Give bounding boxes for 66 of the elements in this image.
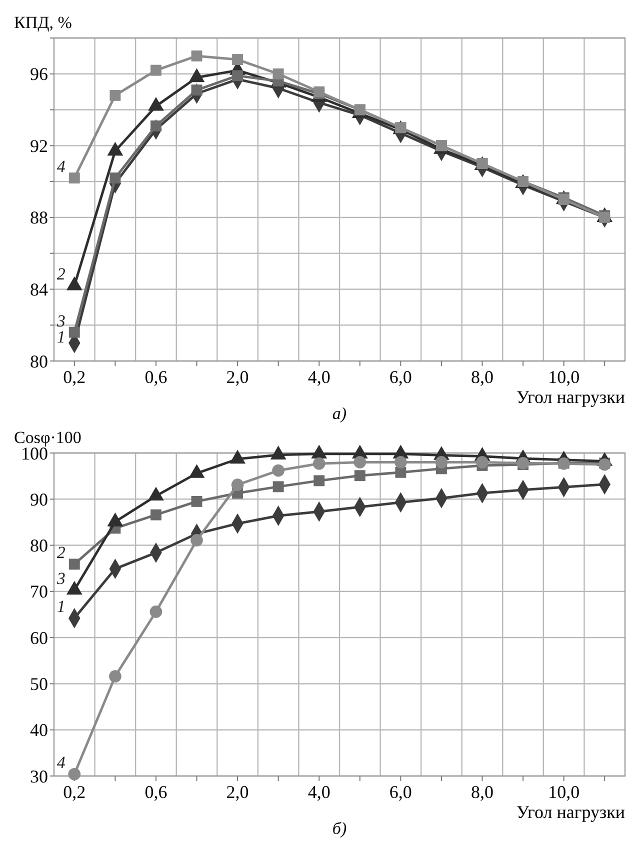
x-tick-label: 8,0: [471, 782, 494, 802]
point: [110, 90, 121, 101]
y-tick-label: 80: [30, 536, 48, 556]
y-tick-label: 90: [30, 489, 48, 510]
point: [191, 50, 202, 62]
point: [476, 456, 488, 468]
x-tick-label: 4,0: [308, 367, 330, 387]
x-tick-label: 6,0: [389, 367, 412, 387]
point: [68, 326, 80, 338]
y-axis-title: Cosφ·100: [14, 428, 82, 447]
point: [232, 70, 244, 82]
y-tick-label: 70: [30, 582, 48, 602]
x-tick-label: 0,2: [63, 782, 86, 802]
point: [68, 768, 81, 780]
y-tick-label: 30: [30, 766, 48, 786]
series-label: 2: [56, 543, 66, 562]
point: [435, 456, 448, 468]
x-axis-title: Угол нагрузки: [516, 387, 626, 407]
series-label: 4: [56, 156, 66, 176]
x-tick-label: 0,2: [63, 367, 86, 387]
x-tick-label: 0,6: [144, 782, 168, 802]
y-tick-label: 88: [30, 208, 48, 228]
point: [394, 456, 407, 468]
point: [150, 509, 162, 520]
point: [68, 558, 80, 570]
point: [150, 64, 162, 76]
series-label: 1: [56, 597, 66, 616]
y-tick-label: 84: [30, 280, 48, 300]
series-label: 4: [56, 753, 66, 772]
y-tick-label: 80: [30, 351, 48, 372]
point: [354, 456, 366, 468]
point: [272, 464, 284, 477]
x-tick-label: 6,0: [389, 782, 412, 802]
x-axis-title: Угол нагрузки: [516, 802, 626, 822]
y-tick-label: 92: [30, 136, 48, 156]
point: [150, 606, 162, 618]
y-tick-label: 60: [30, 628, 48, 648]
x-tick-label: 2,0: [226, 367, 249, 387]
x-tick-label: 10,0: [548, 367, 580, 387]
x-tick-label: 8,0: [471, 367, 494, 387]
point: [232, 54, 244, 66]
point: [516, 456, 530, 470]
point: [68, 172, 80, 184]
point: [231, 478, 244, 492]
point: [109, 670, 122, 682]
point: [191, 496, 202, 507]
y-tick-label: 50: [30, 674, 48, 694]
point: [314, 475, 325, 486]
y-tick-label: 40: [30, 720, 48, 740]
point: [354, 470, 366, 482]
text: а): [332, 404, 347, 423]
point: [110, 172, 121, 184]
y-axis-title: КПД, %: [14, 13, 72, 32]
series-label: 2: [56, 264, 66, 284]
point: [190, 534, 203, 546]
series-label: 3: [56, 569, 66, 588]
point: [272, 68, 284, 80]
point: [272, 481, 284, 492]
x-tick-label: 0,6: [144, 367, 168, 387]
x-tick-label: 4,0: [308, 782, 330, 802]
point: [395, 466, 406, 478]
x-tick-label: 2,0: [226, 782, 249, 802]
text: б): [332, 819, 347, 838]
point: [312, 457, 326, 470]
y-tick-label: 96: [30, 64, 48, 84]
x-tick-label: 10,0: [548, 782, 580, 802]
